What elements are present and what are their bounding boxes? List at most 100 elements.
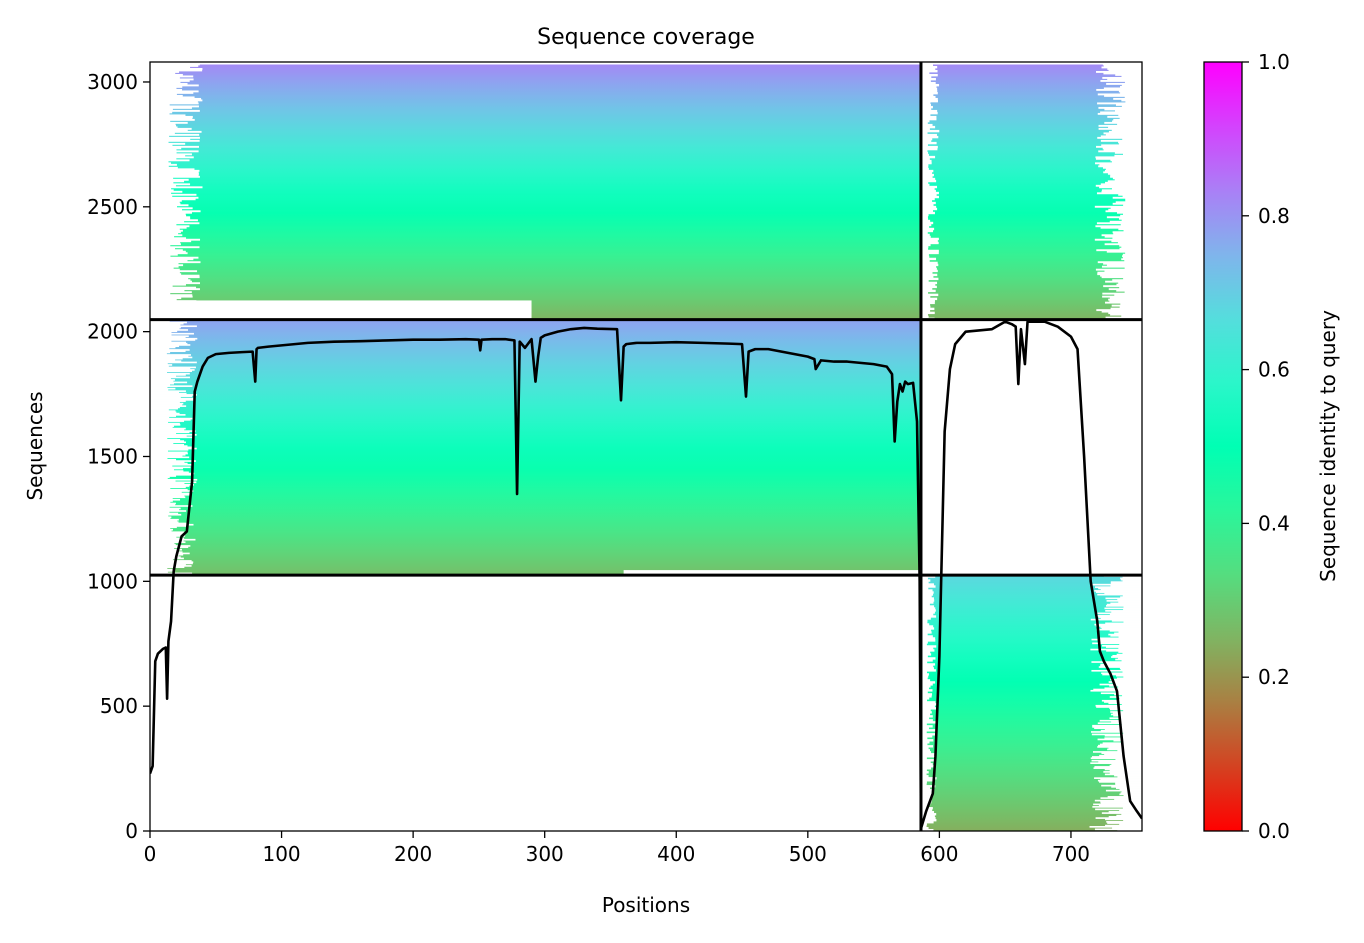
heatmap-gap: [150, 417, 193, 420]
heatmap-gap: [150, 160, 169, 163]
heatmap-gap: [150, 397, 196, 400]
heatmap-gap: [1119, 667, 1142, 670]
heatmap-gap: [920, 773, 927, 776]
heatmap-gap: [1091, 733, 1142, 736]
heatmap-gap: [150, 465, 173, 467]
heatmap-gap: [150, 192, 172, 195]
heatmap-gap: [920, 749, 930, 752]
heatmap-gap: [150, 422, 180, 425]
heatmap-gap: [920, 125, 936, 129]
heatmap-gap: [150, 169, 200, 172]
heatmap-gap: [920, 97, 938, 101]
heatmap-gap: [150, 154, 186, 157]
heatmap-gap: [1121, 84, 1142, 87]
heatmap-gap: [1114, 693, 1142, 696]
x-tick-label: 700: [1052, 842, 1090, 866]
heatmap-gap: [150, 217, 191, 220]
heatmap-gap: [920, 237, 939, 241]
heatmap-gap: [150, 133, 200, 136]
heatmap-gap: [150, 96, 195, 99]
heatmap-gap: [150, 346, 176, 349]
heatmap-gap: [150, 496, 186, 499]
heatmap-gap: [150, 377, 171, 380]
heatmap-gap: [150, 268, 180, 271]
heatmap-gap: [150, 447, 197, 450]
heatmap-gap: [150, 385, 193, 387]
heatmap-gap: [150, 566, 185, 568]
heatmap-gap: [150, 523, 194, 526]
heatmap-gap: [150, 171, 199, 174]
heatmap-gap: [150, 515, 169, 517]
heatmap-gap: [150, 436, 194, 439]
heatmap-gap: [1122, 736, 1142, 738]
heatmap-gap: [920, 611, 935, 614]
heatmap-gap: [150, 450, 168, 452]
heatmap-gap: [920, 593, 934, 596]
heatmap-gap: [150, 352, 167, 355]
heatmap-gap: [1099, 743, 1142, 746]
heatmap-gap: [1100, 663, 1142, 666]
heatmap-gap: [1118, 193, 1142, 196]
heatmap-gap: [1120, 716, 1142, 718]
heatmap-gap: [150, 204, 189, 207]
heatmap-gap: [150, 320, 170, 323]
heatmap-gap: [150, 571, 168, 573]
heatmap-gap: [1099, 683, 1142, 686]
heatmap-gap: [150, 430, 196, 432]
heatmap-gap: [920, 199, 933, 203]
heatmap-gap: [920, 305, 931, 309]
heatmap-gap: [920, 619, 928, 622]
heatmap-gap: [1107, 822, 1142, 824]
heatmap-gap: [150, 567, 168, 570]
heatmap-gap: [1104, 121, 1142, 124]
heatmap-gap: [920, 219, 931, 223]
heatmap-gap: [1123, 277, 1142, 280]
heatmap-gap: [1103, 262, 1142, 265]
heatmap-gap: [920, 197, 935, 201]
heatmap-gap: [920, 609, 936, 612]
heatmap-gap: [150, 395, 193, 397]
heatmap-gap: [1101, 265, 1142, 268]
heatmap-gap: [150, 235, 175, 238]
heatmap-gap: [150, 362, 168, 365]
heatmap-gap: [150, 231, 181, 234]
heatmap-gap: [1110, 713, 1142, 716]
colorbar-tick-label: 0.8: [1258, 204, 1290, 228]
x-tick-label: 300: [526, 842, 564, 866]
heatmap-gap: [920, 127, 930, 131]
heatmap-gap: [150, 522, 187, 525]
heatmap-gap: [1093, 803, 1142, 806]
heatmap-gap: [1120, 577, 1142, 580]
heatmap-gap: [150, 106, 192, 109]
heatmap-gap: [1114, 294, 1142, 297]
heatmap-gap: [150, 521, 179, 524]
heatmap-gap: [1104, 235, 1142, 238]
heatmap-gap: [920, 689, 933, 692]
heatmap-gap: [150, 105, 199, 108]
colorbar-gradient: [1203, 61, 1243, 832]
heatmap-gap: [920, 785, 936, 788]
heatmap-gap: [150, 537, 185, 540]
heatmap-gap: [1103, 87, 1142, 90]
heatmap-gap: [920, 715, 933, 718]
colorbar-tick-label: 1.0: [1258, 50, 1290, 74]
heatmap-gap: [920, 81, 936, 85]
heatmap-gap: [150, 300, 532, 320]
heatmap-gap: [920, 725, 933, 728]
heatmap-gap: [1118, 631, 1142, 633]
heatmap-gap: [150, 148, 177, 151]
heatmap-gap: [1096, 249, 1142, 252]
heatmap-gap: [150, 76, 180, 79]
heatmap-gap: [150, 172, 199, 175]
heatmap-gap: [150, 84, 199, 87]
heatmap-gap: [150, 216, 191, 219]
heatmap-gap: [920, 823, 927, 826]
heatmap-gap: [920, 309, 931, 313]
heatmap-gap: [150, 280, 192, 283]
heatmap-gap: [1104, 169, 1142, 172]
heatmap-gap: [1124, 259, 1142, 262]
heatmap-gap: [1094, 727, 1142, 730]
heatmap-gap: [150, 184, 176, 187]
heatmap-gap: [920, 297, 938, 301]
heatmap-gap: [920, 123, 933, 127]
